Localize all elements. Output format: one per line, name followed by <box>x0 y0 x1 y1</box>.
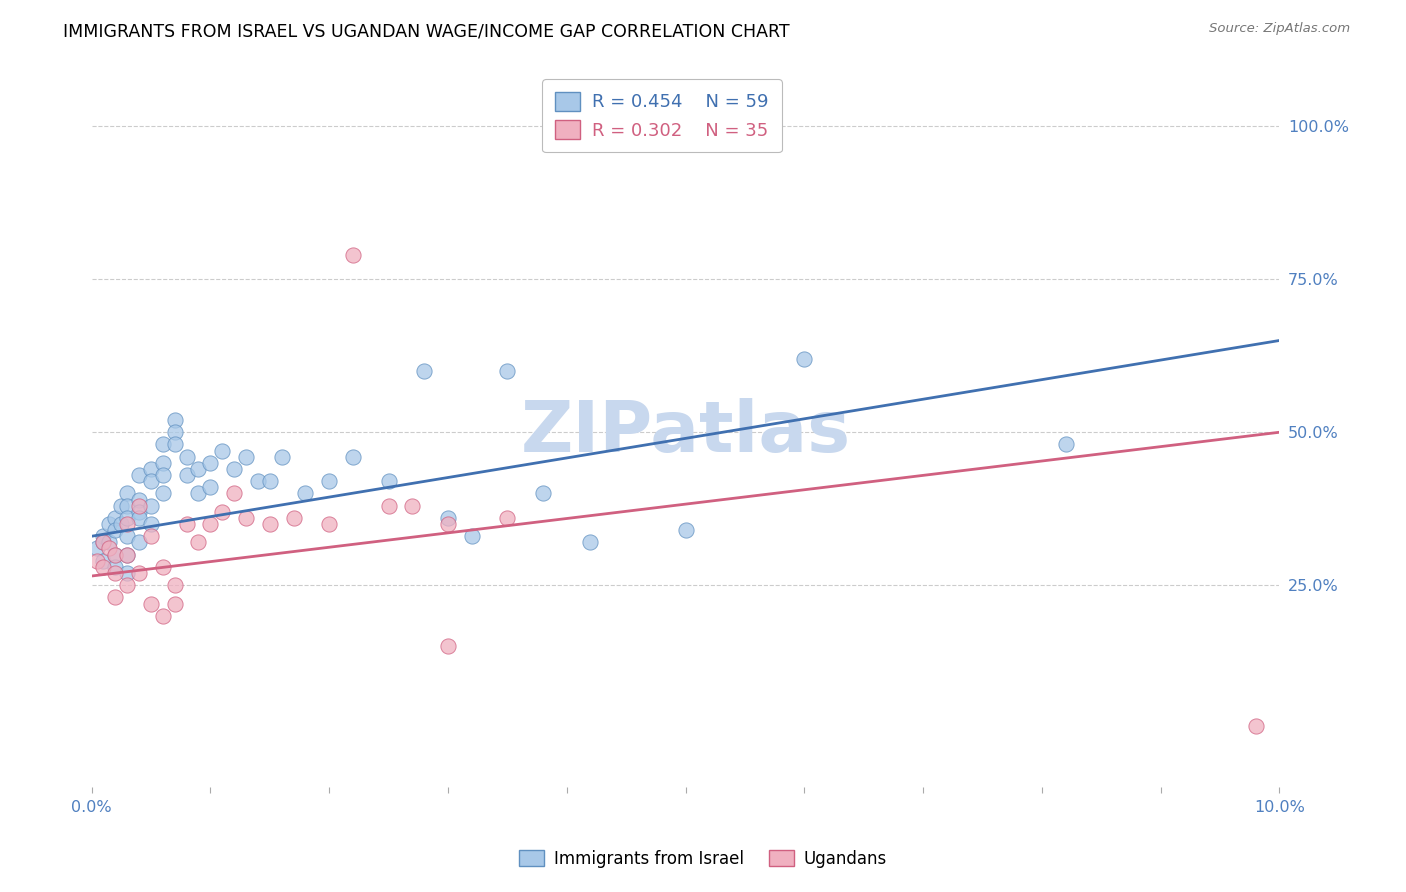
Point <box>176 468 198 483</box>
Point <box>283 511 305 525</box>
Point <box>93 529 115 543</box>
Point <box>176 516 198 531</box>
Point <box>246 474 269 488</box>
Point <box>110 499 132 513</box>
Point <box>115 548 138 562</box>
Point <box>163 597 186 611</box>
Point <box>437 640 460 654</box>
Point <box>115 511 138 525</box>
Point <box>104 591 127 605</box>
Point <box>496 364 519 378</box>
Point <box>531 486 554 500</box>
Point <box>139 462 162 476</box>
Point <box>163 578 186 592</box>
Point <box>128 468 150 483</box>
Point <box>104 566 127 580</box>
Point <box>579 535 602 549</box>
Point <box>128 511 150 525</box>
Legend: Immigrants from Israel, Ugandans: Immigrants from Israel, Ugandans <box>512 844 894 875</box>
Point <box>163 437 186 451</box>
Point <box>104 559 127 574</box>
Point <box>211 505 233 519</box>
Point <box>211 443 233 458</box>
Point <box>115 578 138 592</box>
Point <box>1054 437 1077 451</box>
Point <box>437 511 460 525</box>
Point <box>152 608 174 623</box>
Point <box>176 450 198 464</box>
Point <box>342 248 364 262</box>
Point <box>93 535 115 549</box>
Point <box>86 541 108 556</box>
Point <box>152 486 174 500</box>
Point <box>152 437 174 451</box>
Point <box>128 505 150 519</box>
Point <box>128 499 150 513</box>
Point <box>259 516 281 531</box>
Point <box>93 535 115 549</box>
Point <box>200 456 222 470</box>
Point <box>139 474 162 488</box>
Point <box>163 413 186 427</box>
Point <box>259 474 281 488</box>
Point <box>152 456 174 470</box>
Point <box>187 462 209 476</box>
Point <box>104 548 127 562</box>
Point <box>139 529 162 543</box>
Point <box>342 450 364 464</box>
Point <box>115 516 138 531</box>
Point <box>638 131 661 145</box>
Point <box>235 511 257 525</box>
Point <box>139 597 162 611</box>
Point <box>235 450 257 464</box>
Text: Source: ZipAtlas.com: Source: ZipAtlas.com <box>1209 22 1350 36</box>
Point <box>318 516 340 531</box>
Point <box>86 554 108 568</box>
Point <box>115 486 138 500</box>
Point <box>270 450 292 464</box>
Text: IMMIGRANTS FROM ISRAEL VS UGANDAN WAGE/INCOME GAP CORRELATION CHART: IMMIGRANTS FROM ISRAEL VS UGANDAN WAGE/I… <box>63 22 790 40</box>
Point <box>115 548 138 562</box>
Point <box>115 499 138 513</box>
Point <box>139 516 162 531</box>
Point <box>200 480 222 494</box>
Point <box>377 474 399 488</box>
Point <box>128 566 150 580</box>
Point <box>437 516 460 531</box>
Point <box>152 468 174 483</box>
Point <box>139 499 162 513</box>
Point <box>224 462 246 476</box>
Point <box>200 516 222 531</box>
Point <box>104 511 127 525</box>
Point <box>460 529 482 543</box>
Point <box>98 535 121 549</box>
Point <box>1244 719 1267 733</box>
Point <box>110 516 132 531</box>
Point <box>115 529 138 543</box>
Point <box>163 425 186 440</box>
Point <box>793 351 815 366</box>
Point <box>98 541 121 556</box>
Point <box>413 364 436 378</box>
Point <box>377 499 399 513</box>
Point <box>128 535 150 549</box>
Point <box>224 486 246 500</box>
Point <box>115 566 138 580</box>
Point <box>128 492 150 507</box>
Point <box>496 511 519 525</box>
Point <box>93 554 115 568</box>
Point <box>187 535 209 549</box>
Point <box>98 516 121 531</box>
Point <box>152 559 174 574</box>
Point <box>104 523 127 537</box>
Point <box>294 486 316 500</box>
Point <box>401 499 423 513</box>
Point <box>93 559 115 574</box>
Text: ZIPatlas: ZIPatlas <box>520 398 851 467</box>
Point <box>318 474 340 488</box>
Point <box>104 548 127 562</box>
Legend: R = 0.454    N = 59, R = 0.302    N = 35: R = 0.454 N = 59, R = 0.302 N = 35 <box>541 79 782 153</box>
Point <box>675 523 697 537</box>
Point <box>187 486 209 500</box>
